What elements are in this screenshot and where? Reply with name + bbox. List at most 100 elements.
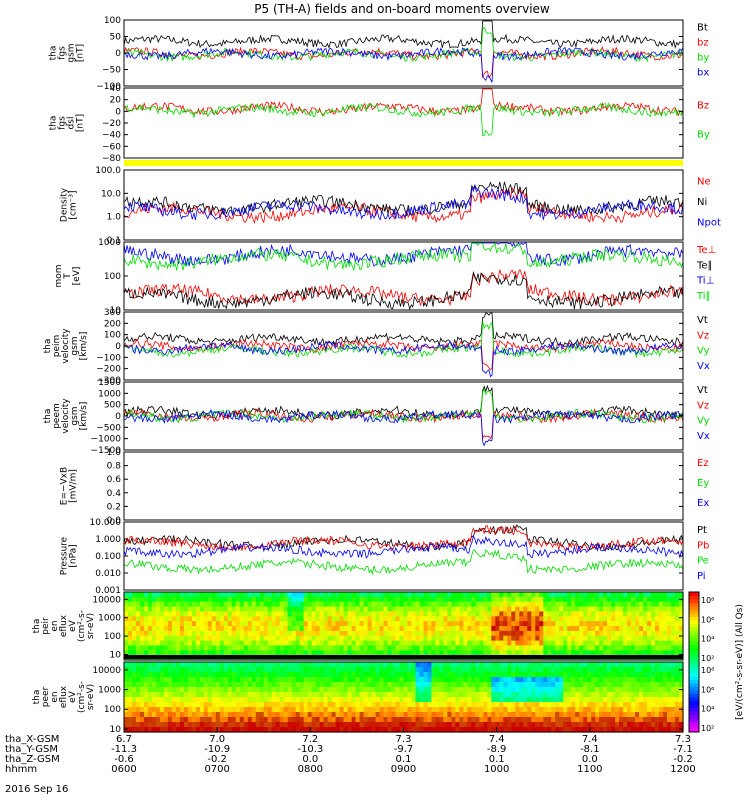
- heat-cell: [339, 596, 345, 603]
- heat-cell: [283, 621, 289, 627]
- heat-cell: [475, 606, 480, 613]
- heat-cell: [155, 592, 161, 598]
- heat-cell: [539, 702, 544, 708]
- heat-cell: [671, 667, 676, 673]
- heat-cell: [451, 611, 456, 617]
- heat-cell: [423, 667, 429, 673]
- heat-cell: [215, 650, 221, 656]
- heat-cell: [507, 626, 512, 632]
- heat-cell: [359, 596, 365, 603]
- heat-cell: [148, 611, 153, 617]
- heat-cell: [671, 707, 676, 713]
- heat-cell: [303, 667, 309, 673]
- heat-cell: [339, 592, 345, 598]
- heat-cell: [451, 606, 456, 613]
- heat-cell: [203, 626, 209, 632]
- heat-cell: [411, 722, 417, 728]
- heat-cell: [251, 645, 257, 651]
- heat-cell: [351, 687, 357, 693]
- heat-cell: [519, 616, 524, 622]
- heat-cell: [531, 697, 536, 703]
- y-tick-label: 1000: [98, 686, 121, 696]
- heat-cell: [215, 707, 221, 713]
- heat-cell: [603, 621, 608, 627]
- heat-cell: [507, 621, 512, 627]
- heat-cell: [571, 707, 576, 713]
- heat-cell: [447, 592, 452, 598]
- heat-cell: [179, 645, 185, 651]
- heat-cell: [159, 630, 165, 637]
- heat-cell: [303, 677, 309, 683]
- heat-cell: [551, 692, 556, 698]
- heat-cell: [279, 702, 285, 708]
- heat-cell: [587, 601, 592, 608]
- heat-cell: [423, 645, 429, 651]
- heat-cell: [671, 611, 676, 617]
- heat-cell: [219, 722, 225, 728]
- heat-cell: [399, 596, 405, 603]
- heat-cell: [215, 630, 221, 637]
- heat-cell: [175, 645, 181, 651]
- heat-cell: [359, 592, 365, 598]
- heat-cell: [203, 712, 209, 718]
- heat-cell: [555, 650, 560, 656]
- heat-cell: [627, 621, 632, 627]
- heat-cell: [148, 630, 153, 637]
- heat-cell: [555, 697, 560, 703]
- heat-cell: [383, 727, 389, 733]
- heat-cell: [671, 596, 676, 603]
- heat-cell: [483, 697, 488, 703]
- heat-cell: [571, 640, 576, 647]
- heat-cell: [495, 621, 500, 627]
- heat-cell: [647, 692, 652, 698]
- heat-cell: [291, 645, 297, 651]
- heat-cell: [128, 616, 133, 622]
- heat-cell: [431, 677, 436, 683]
- heat-cell: [543, 640, 548, 647]
- heat-cell: [367, 650, 373, 656]
- heat-cell: [479, 616, 484, 622]
- heat-cell: [663, 621, 668, 627]
- heat-cell: [327, 682, 333, 688]
- heat-cell: [575, 596, 580, 603]
- heat-cell: [523, 601, 528, 608]
- heat-cell: [451, 687, 456, 693]
- heat-cell: [307, 635, 313, 642]
- heat-cell: [623, 626, 628, 632]
- heat-cell: [128, 621, 133, 627]
- heat-cell: [215, 592, 221, 598]
- orbit-value: 1000: [484, 764, 509, 775]
- heat-cell: [619, 677, 624, 683]
- heat-cell: [631, 667, 636, 673]
- heat-cell: [407, 712, 413, 718]
- heat-cell: [231, 722, 237, 728]
- heat-cell: [199, 722, 205, 728]
- heat-cell: [503, 596, 508, 603]
- heat-cell: [387, 640, 393, 647]
- heat-cell: [559, 611, 564, 617]
- heat-cell: [435, 697, 440, 703]
- heat-cell: [659, 640, 664, 647]
- heat-cell: [571, 596, 576, 603]
- heat-cell: [491, 645, 496, 651]
- heat-cell: [411, 677, 417, 683]
- heat-cell: [223, 712, 229, 718]
- heat-cell: [643, 606, 648, 613]
- heat-cell: [359, 692, 365, 698]
- heat-cell: [163, 717, 169, 723]
- heat-cell: [575, 692, 580, 698]
- heat-cell: [399, 606, 405, 613]
- heat-cell: [183, 677, 189, 683]
- heat-cell: [551, 697, 556, 703]
- heat-cell: [347, 606, 353, 613]
- heat-cell: [243, 682, 249, 688]
- orbit-value: 1100: [577, 764, 602, 775]
- heat-cell: [571, 611, 576, 617]
- heat-cell: [647, 722, 652, 728]
- heat-cell: [607, 596, 612, 603]
- heat-cell: [243, 707, 249, 713]
- heat-cell: [583, 630, 588, 637]
- heat-cell: [279, 687, 285, 693]
- heat-cell: [367, 606, 373, 613]
- heat-cell: [391, 667, 397, 673]
